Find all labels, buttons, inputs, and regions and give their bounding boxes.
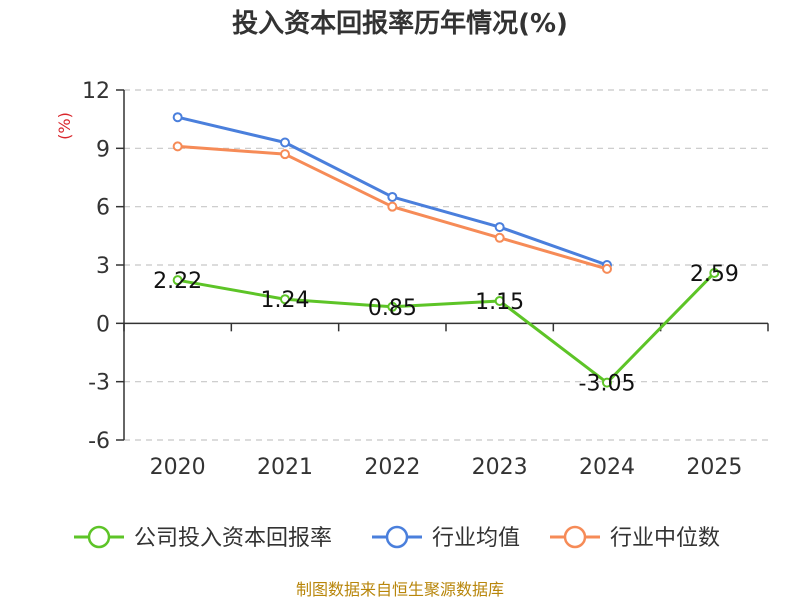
data-label: 1.15 (475, 290, 524, 315)
chart-title: 投入资本回报率历年情况(%) (232, 8, 568, 39)
x-tick-label: 2020 (150, 455, 206, 480)
data-point[interactable] (280, 137, 290, 148)
data-point[interactable] (709, 267, 720, 278)
x-tick-label: 2023 (472, 455, 528, 480)
y-tick-label: 12 (82, 79, 110, 104)
y-tick-label: -6 (88, 429, 110, 454)
data-point[interactable] (602, 263, 612, 274)
data-label: 0.85 (368, 296, 417, 321)
data-point[interactable] (387, 301, 398, 312)
legend-label[interactable]: 行业中位数 (610, 526, 720, 551)
y-tick-label: 0 (96, 312, 110, 337)
data-point[interactable] (172, 275, 183, 286)
data-point[interactable] (387, 201, 398, 212)
data-label: 2.22 (153, 269, 202, 294)
data-label: 1.24 (261, 288, 310, 313)
x-tick-label: 2024 (579, 455, 635, 480)
y-tick-label: 6 (96, 196, 110, 221)
grid-lines (124, 89, 768, 441)
data-label: -3.05 (579, 372, 636, 397)
y-tick-label: 3 (96, 254, 110, 279)
data-point[interactable] (494, 295, 505, 306)
x-tick-label: 2022 (364, 455, 420, 480)
legend[interactable]: 公司投入资本回报率 行业均值 行业中位数 (74, 525, 720, 551)
x-tick-label: 2021 (257, 455, 313, 480)
series-line (177, 271, 716, 385)
legend-marker (87, 525, 111, 549)
legend-marker (563, 525, 587, 549)
data-labels: 2.22 1.24 0.85 1.15 -3.05 2.59 (153, 262, 739, 397)
data-label: 2.59 (690, 262, 739, 287)
y-tick-labels: 12 9 6 3 0 -3 -6 (82, 79, 110, 454)
data-point[interactable] (387, 191, 398, 202)
y-tick-label: -3 (88, 371, 110, 396)
series-line (177, 115, 608, 267)
legend-label[interactable]: 公司投入资本回报率 (134, 526, 332, 551)
axes (116, 89, 769, 441)
x-tick-label: 2025 (686, 455, 742, 480)
x-tick-labels: 2020 2021 2022 2023 2024 2025 (150, 455, 743, 480)
data-point[interactable] (280, 149, 290, 160)
legend-label[interactable]: 行业均值 (432, 526, 520, 551)
source-note: 制图数据来自恒生聚源数据库 (296, 580, 504, 599)
series-lines (172, 112, 720, 388)
y-tick-label: 9 (96, 137, 110, 162)
data-point[interactable] (172, 141, 183, 152)
data-point[interactable] (494, 232, 505, 243)
data-point[interactable] (602, 377, 612, 388)
legend-marker (385, 525, 409, 549)
data-point[interactable] (494, 222, 505, 233)
data-point[interactable] (280, 294, 290, 305)
y-axis-label: (%) (55, 112, 74, 140)
data-point[interactable] (172, 112, 183, 123)
